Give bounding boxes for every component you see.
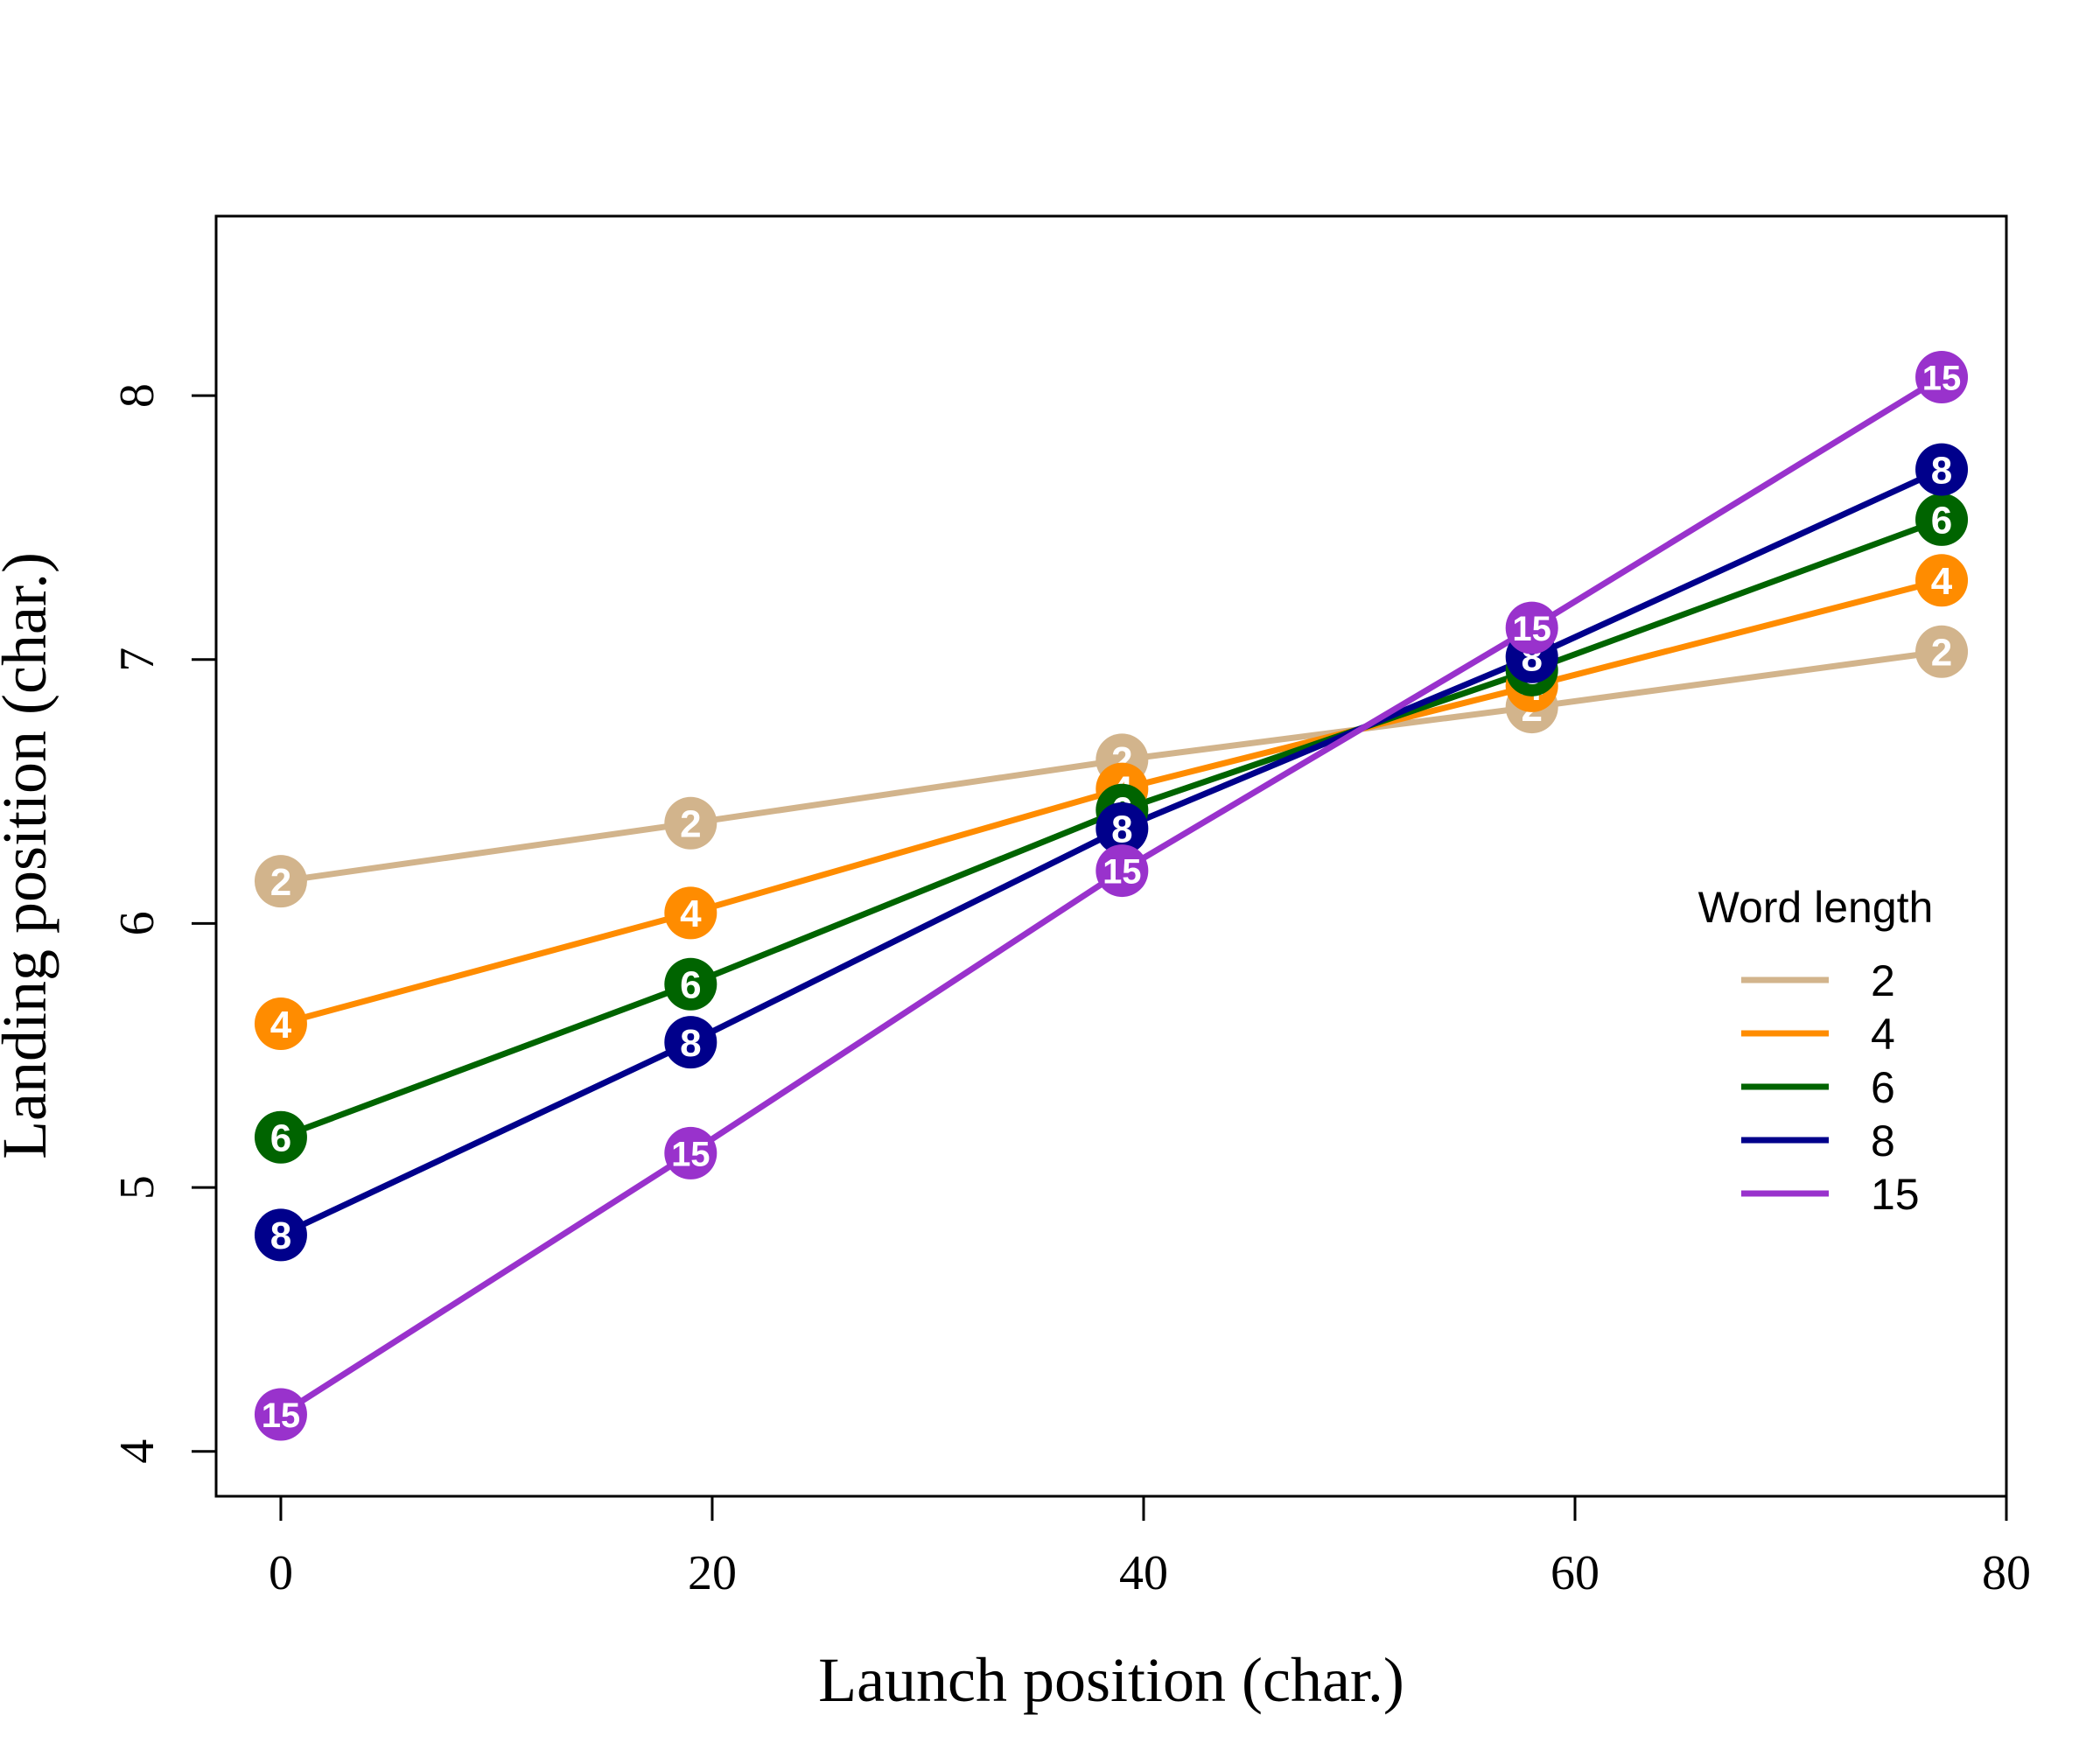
data-point-label-15: 15 [1922, 359, 1962, 397]
data-point-8 [664, 1016, 718, 1069]
x-tick-label: 20 [688, 1546, 737, 1600]
data-point-6 [254, 1110, 307, 1164]
x-tick-label: 60 [1550, 1546, 1600, 1600]
data-point-2 [1915, 625, 1969, 678]
data-point-label-2: 2 [270, 861, 291, 904]
x-tick-label: 0 [269, 1546, 293, 1600]
data-point-label-8: 8 [1111, 808, 1132, 851]
data-point-label-15: 15 [1102, 852, 1142, 891]
x-tick-label: 80 [1982, 1546, 2031, 1600]
data-point-label-4: 4 [1931, 560, 1953, 603]
data-point-6 [664, 957, 718, 1011]
legend-title: Word length [1698, 883, 1934, 932]
data-point-label-15: 15 [671, 1135, 710, 1173]
data-point-15 [1915, 351, 1969, 404]
y-axis: 4 5 6 7 8 [110, 383, 218, 1464]
y-tick-label: 4 [110, 1439, 164, 1464]
data-point-label-6: 6 [1931, 500, 1952, 542]
series-line-15 [279, 374, 1943, 1418]
data-point-15 [664, 1126, 718, 1180]
data-point-4 [254, 998, 307, 1051]
data-point-2 [664, 796, 718, 850]
series-lines [279, 374, 1943, 1418]
data-point-15 [254, 1388, 307, 1441]
y-tick-label: 8 [110, 383, 164, 408]
data-point-label-2: 2 [680, 803, 701, 846]
data-point-label-8: 8 [680, 1022, 701, 1065]
data-point-label-15: 15 [262, 1396, 301, 1435]
y-tick-label: 6 [110, 911, 164, 935]
data-point-label-4: 4 [270, 1004, 292, 1046]
legend-label-15: 15 [1871, 1170, 1920, 1219]
data-point-8 [254, 1208, 307, 1262]
series-points: 222224444466666888881515151515 [254, 351, 1969, 1441]
y-tick-label: 7 [110, 648, 164, 672]
data-point-label-2: 2 [1931, 632, 1952, 675]
data-point-label-8: 8 [1931, 449, 1952, 492]
data-point-8 [1096, 802, 1149, 855]
data-point-8 [1915, 443, 1969, 496]
data-point-label-6: 6 [270, 1117, 291, 1160]
data-point-label-6: 6 [680, 964, 701, 1007]
y-axis-title: Landing position (char.) [0, 552, 60, 1159]
y-tick-label: 5 [110, 1175, 164, 1200]
data-point-4 [1915, 554, 1969, 607]
data-point-label-4: 4 [680, 892, 702, 935]
legend-label-4: 4 [1871, 1010, 1895, 1059]
data-point-label-15: 15 [1512, 610, 1551, 648]
x-axis: 0 20 40 60 80 [269, 1494, 2031, 1600]
data-point-6 [1915, 493, 1969, 546]
x-tick-label: 40 [1119, 1546, 1168, 1600]
data-point-2 [254, 855, 307, 908]
legend-label-6: 6 [1871, 1063, 1895, 1112]
data-point-15 [1096, 844, 1149, 898]
legend-label-8: 8 [1871, 1116, 1895, 1166]
x-axis-title: Launch position (char.) [818, 1645, 1404, 1715]
legend-label-2: 2 [1871, 956, 1895, 1005]
data-point-label-8: 8 [270, 1214, 291, 1257]
data-point-15 [1505, 601, 1558, 654]
data-point-4 [664, 886, 718, 940]
